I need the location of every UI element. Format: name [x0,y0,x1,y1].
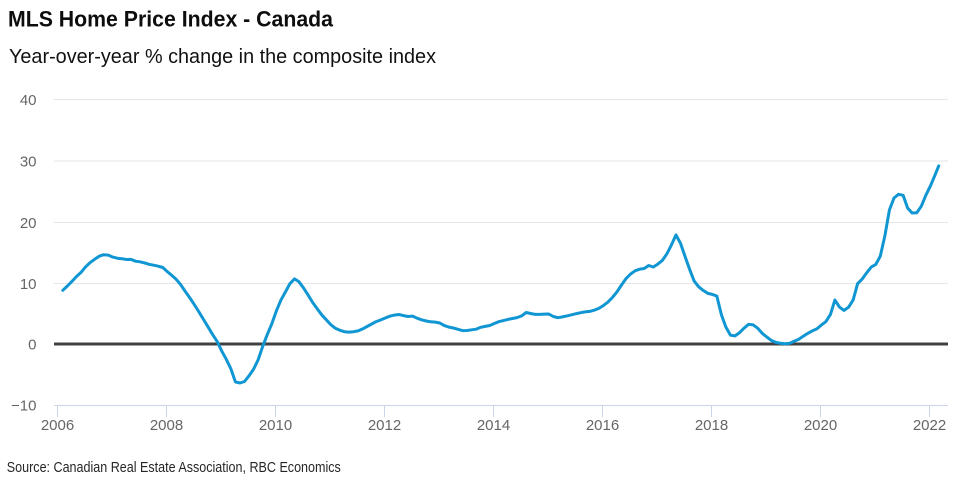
svg-text:40: 40 [20,92,37,109]
svg-text:0: 0 [28,337,36,354]
svg-text:MLS Home Price Index - Canada: MLS Home Price Index - Canada [8,7,334,32]
svg-text:Year-over-year % change in the: Year-over-year % change in the composite… [9,46,436,68]
svg-text:−10: −10 [11,398,36,415]
svg-text:Source: Canadian Real Estate A: Source: Canadian Real Estate Association… [7,459,341,476]
svg-text:2008: 2008 [150,417,183,434]
svg-text:10: 10 [20,276,37,293]
svg-text:2010: 2010 [259,417,292,434]
svg-text:2016: 2016 [586,417,619,434]
svg-text:2012: 2012 [368,417,401,434]
svg-text:2020: 2020 [804,417,837,434]
svg-text:2018: 2018 [695,417,728,434]
svg-text:2022: 2022 [913,417,946,434]
svg-text:30: 30 [20,154,37,171]
svg-text:2006: 2006 [41,417,74,434]
svg-text:20: 20 [20,215,37,232]
svg-text:2014: 2014 [477,417,510,434]
